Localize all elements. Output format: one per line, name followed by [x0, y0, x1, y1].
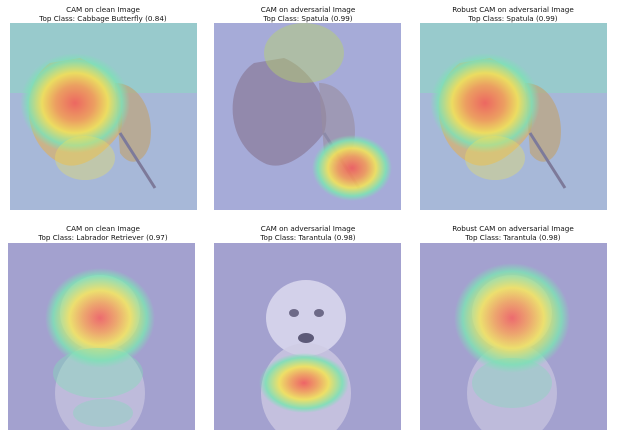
- panel-title: CAM on adversarial Image: [260, 5, 356, 14]
- butterfly-cam-heatmap: [10, 23, 197, 210]
- panel-2: CAM on adversarial Image Top Class: Spat…: [205, 0, 410, 215]
- panel-subtitle: Top Class: Tarantula (0.98): [465, 232, 561, 242]
- panel-caption: Robust CAM on adversarial Image Top Clas…: [413, 224, 613, 242]
- panel-3: Robust CAM on adversarial Image Top Clas…: [410, 0, 617, 215]
- panel-1: CAM on clean Image Top Class: Cabbage Bu…: [0, 0, 205, 215]
- panel-subtitle: Top Class: Labrador Retriever (0.97): [38, 232, 168, 242]
- panel-subtitle: Top Class: Spatula (0.99): [263, 13, 353, 23]
- cam-image: [420, 243, 607, 430]
- panel-caption: Robust CAM on adversarial Image Top Clas…: [413, 5, 613, 23]
- panel-caption: CAM on adversarial Image Top Class: Tara…: [208, 224, 408, 242]
- panel-title: Robust CAM on adversarial Image: [452, 5, 574, 14]
- dog-cam-heatmap: [214, 243, 401, 430]
- cam-image: [8, 243, 195, 430]
- panel-title: CAM on clean Image: [66, 5, 140, 14]
- cam-image: [214, 23, 401, 210]
- panel-title: Robust CAM on adversarial Image: [452, 224, 574, 233]
- panel-title: CAM on clean Image: [66, 224, 140, 233]
- panel-caption: CAM on clean Image Top Class: Cabbage Bu…: [3, 5, 203, 23]
- cam-image: [420, 23, 607, 210]
- cam-image: [10, 23, 197, 210]
- panel-caption: CAM on clean Image Top Class: Labrador R…: [3, 224, 203, 242]
- panel-5: CAM on adversarial Image Top Class: Tara…: [205, 220, 410, 446]
- butterfly-cam-heatmap: [420, 23, 607, 210]
- panel-6: Robust CAM on adversarial Image Top Clas…: [410, 220, 617, 446]
- panel-title: CAM on adversarial Image: [260, 224, 356, 233]
- dog-cam-heatmap: [8, 243, 195, 430]
- panel-subtitle: Top Class: Cabbage Butterfly (0.84): [39, 13, 167, 23]
- panel-4: CAM on clean Image Top Class: Labrador R…: [0, 220, 205, 446]
- dog-cam-heatmap: [420, 243, 607, 430]
- panel-caption: CAM on adversarial Image Top Class: Spat…: [208, 5, 408, 23]
- panel-subtitle: Top Class: Tarantula (0.98): [260, 232, 356, 242]
- cam-image: [214, 243, 401, 430]
- butterfly-cam-heatmap: [214, 23, 401, 210]
- panel-subtitle: Top Class: Spatula (0.99): [468, 13, 558, 23]
